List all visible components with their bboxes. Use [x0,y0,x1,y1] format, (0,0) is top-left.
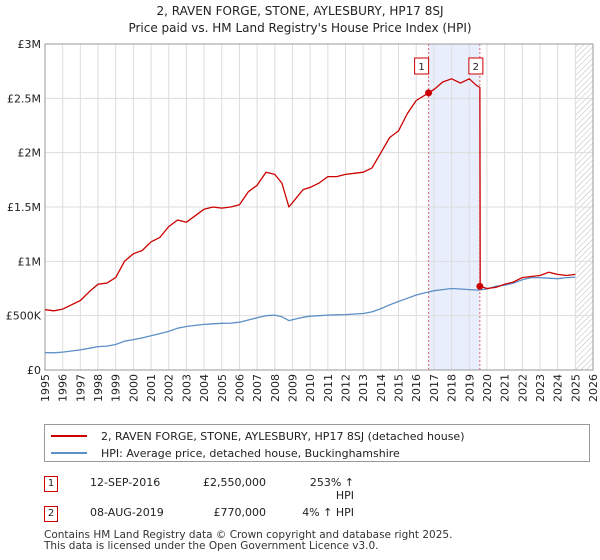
x-tick-label: 2018 [446,374,459,402]
x-tick-label: 1998 [92,374,105,402]
footer-line-copyright: Contains HM Land Registry data © Crown c… [44,529,453,541]
transaction-marker: 2 [44,506,58,522]
table-row: 1 12-SEP-2016 £2,550,000 253% ↑ HPI [0,474,600,502]
y-tick-label: £500K [6,310,42,323]
x-tick-label: 2006 [233,374,246,402]
legend-label-property: 2, RAVEN FORGE, STONE, AYLESBURY, HP17 8… [101,429,465,443]
transaction-hpi-change: 253% ↑ HPI [309,476,354,502]
x-tick-label: 1996 [57,374,70,402]
x-tick-label: 2005 [216,374,229,402]
legend-swatch-hpi [51,452,87,454]
x-tick-label: 2021 [499,374,512,402]
chart-legend: 2, RAVEN FORGE, STONE, AYLESBURY, HP17 8… [44,424,590,462]
transaction-date: 12-SEP-2016 [90,476,161,489]
x-tick-label: 2004 [198,374,211,402]
x-tick-label: 2017 [428,374,441,402]
legend-label-hpi: HPI: Average price, detached house, Buck… [101,446,400,460]
sale-point [425,89,433,97]
x-tick-label: 2001 [145,374,158,402]
x-tick-label: 2022 [516,374,529,402]
footer-line-licence: This data is licensed under the Open Gov… [44,540,379,552]
transaction-date: 08-AUG-2019 [90,506,164,519]
y-tick-label: £3M [18,38,42,51]
x-tick-label: 2014 [375,374,388,402]
x-tick-label: 2020 [481,374,494,402]
y-tick-label: £2M [18,147,42,160]
y-tick-label: £0 [27,364,41,377]
x-tick-label: 2016 [410,374,423,402]
x-tick-label: 2012 [340,374,353,402]
transaction-hpi-change: 4% ↑ HPI [302,506,354,519]
x-tick-label: 2023 [534,374,547,402]
x-tick-label: 2003 [180,374,193,402]
legend-swatch-property [51,435,87,437]
transaction-price: £770,000 [213,506,267,519]
x-tick-label: 2010 [304,374,317,402]
series-line-hpi [44,276,576,354]
x-tick-label: 2019 [463,374,476,402]
x-tick-label: 2013 [357,374,370,402]
x-tick-label: 2024 [552,374,565,402]
x-tick-label: 1997 [74,374,87,402]
x-tick-label: 2002 [163,374,176,402]
x-tick-label: 2009 [286,374,299,402]
chart-subtitle: Price paid vs. HM Land Registry's House … [128,21,471,35]
sale-label-box [414,57,430,75]
x-tick-label: 2007 [251,374,264,402]
x-tick-label: 2011 [322,374,335,402]
sale-label-text: 1 [418,62,424,73]
sale-point [476,282,484,290]
sale-label-text: 2 [473,62,479,73]
table-row: 2 08-AUG-2019 £770,000 4% ↑ HPI [0,504,600,524]
x-tick-label: 1995 [39,374,52,402]
chart-title: 2, RAVEN FORGE, STONE, AYLESBURY, HP17 8… [156,4,443,18]
y-tick-label: £1M [18,255,42,268]
y-tick-label: £2.5M [7,92,41,105]
price-chart: 2, RAVEN FORGE, STONE, AYLESBURY, HP17 8… [6,4,600,402]
x-tick-label: 2025 [569,374,582,402]
transaction-price: £2,550,000 [203,476,266,489]
x-tick-label: 1999 [110,374,123,402]
y-tick-label: £1.5M [7,201,41,214]
x-tick-label: 2008 [269,374,282,402]
footer-license: Contains HM Land Registry data © Crown c… [44,530,452,552]
x-tick-label: 2015 [393,374,406,402]
plot-border [44,43,594,371]
x-tick-label: 2026 [587,374,600,402]
legend-item-hpi: HPI: Average price, detached house, Buck… [51,445,400,461]
legend-item-property: 2, RAVEN FORGE, STONE, AYLESBURY, HP17 8… [51,428,464,444]
transaction-marker: 1 [44,476,58,492]
x-tick-label: 2000 [127,374,140,402]
sale-label-box [468,57,484,75]
